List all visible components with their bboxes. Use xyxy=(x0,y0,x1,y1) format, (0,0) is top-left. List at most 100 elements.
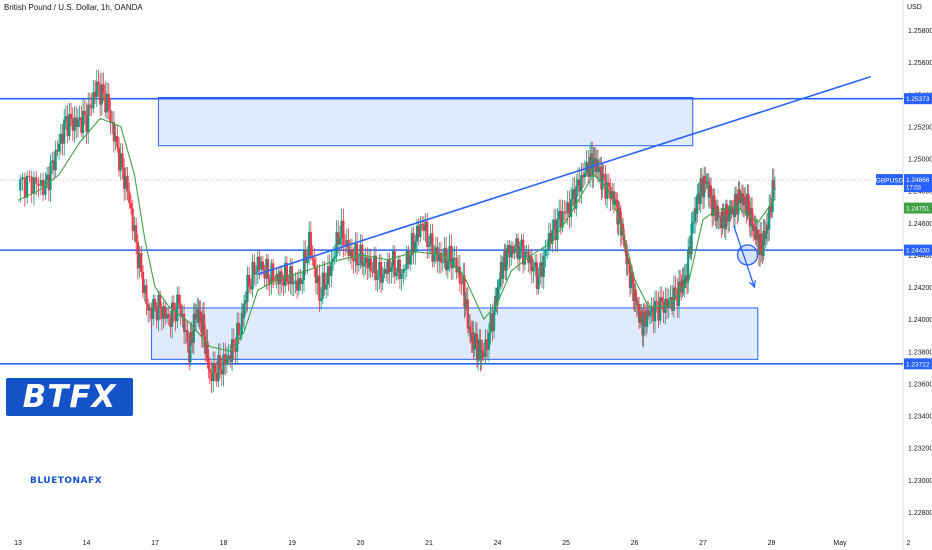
candle-body xyxy=(159,295,162,308)
candle-body xyxy=(753,226,756,231)
candle-body xyxy=(771,180,774,213)
candle-body xyxy=(510,245,513,258)
candle-body xyxy=(664,298,667,313)
candle-body xyxy=(46,174,49,180)
candle-body xyxy=(502,263,505,280)
candle-body xyxy=(695,207,698,214)
candle-body xyxy=(590,153,593,157)
candle-body xyxy=(383,268,386,275)
y-tick-label: 1.23800 xyxy=(908,349,932,356)
candle-body xyxy=(618,207,621,212)
candle-body xyxy=(744,196,747,203)
candle-body xyxy=(497,286,500,288)
candle-body xyxy=(114,136,117,142)
x-tick-label: 27 xyxy=(699,540,707,547)
candle-body xyxy=(313,259,316,268)
candle-body xyxy=(463,274,466,307)
candle-body xyxy=(407,250,410,265)
candle-body xyxy=(711,196,714,216)
candle-body xyxy=(422,224,425,231)
candle-body xyxy=(68,113,71,137)
candle-body xyxy=(484,339,487,358)
candle-body xyxy=(639,311,642,323)
candle-body xyxy=(402,269,405,273)
candle-body xyxy=(690,223,693,255)
candle-body xyxy=(49,162,52,191)
candle-body xyxy=(612,191,616,205)
btfx-logo: BTFX xyxy=(6,378,133,416)
candle-body xyxy=(364,257,367,264)
x-tick-label: 28 xyxy=(768,540,776,547)
candle-body xyxy=(141,271,145,293)
candle-body xyxy=(709,185,713,197)
candle-body xyxy=(388,259,391,272)
candle-body xyxy=(266,259,270,279)
candle-body xyxy=(393,250,396,277)
candle-body xyxy=(374,255,378,280)
candle-body xyxy=(433,254,436,262)
candle-body xyxy=(227,355,230,359)
candle-body xyxy=(601,173,604,190)
candle-body xyxy=(760,233,763,252)
candle-body xyxy=(462,274,465,284)
candle-body xyxy=(350,250,354,259)
x-tick-label: 21 xyxy=(425,540,433,547)
candle-body xyxy=(278,271,282,285)
candle-body xyxy=(409,255,412,265)
candle-body xyxy=(241,312,245,318)
candle-body xyxy=(662,301,665,313)
candle-body xyxy=(660,297,663,302)
candle-body xyxy=(755,229,758,241)
candle-body xyxy=(254,272,258,275)
candle-body xyxy=(417,225,420,238)
candle-body xyxy=(451,258,455,269)
candle-body xyxy=(652,307,655,322)
candle-body xyxy=(611,191,614,199)
candle-body xyxy=(496,287,499,306)
candle-body xyxy=(265,259,268,279)
candle-body xyxy=(455,257,458,273)
candle-body xyxy=(28,175,31,177)
candle-body xyxy=(369,258,372,272)
candle-body xyxy=(732,206,735,217)
candle-body xyxy=(76,119,80,127)
candle-body xyxy=(95,81,98,98)
candle-body xyxy=(552,219,556,230)
candle-body xyxy=(261,261,264,271)
candle-body xyxy=(299,278,302,285)
candle-body xyxy=(585,162,588,173)
candle-body xyxy=(80,117,83,133)
candle-body xyxy=(143,285,146,293)
candle-body xyxy=(677,281,681,307)
y-tick-label: 1.24800 xyxy=(908,189,932,196)
candle-body xyxy=(19,179,22,191)
candle-body xyxy=(160,307,163,319)
candle-body xyxy=(467,326,471,329)
candle-body xyxy=(398,259,401,279)
highlight-circle xyxy=(736,244,759,266)
candle-body xyxy=(248,274,251,287)
candle-body xyxy=(625,244,628,265)
candle-body xyxy=(92,92,95,109)
candle-body xyxy=(345,240,348,247)
down-arrow-head xyxy=(749,280,756,289)
candle-body xyxy=(75,117,78,127)
candle-body xyxy=(354,243,357,262)
candle-body xyxy=(681,279,684,293)
candle-body xyxy=(757,240,761,255)
candle-body xyxy=(304,250,307,264)
candle-body xyxy=(193,313,197,320)
candle-body xyxy=(634,289,637,300)
candle-body xyxy=(448,245,451,262)
candle-body xyxy=(627,257,630,262)
candle-body xyxy=(737,189,740,215)
candle-body xyxy=(297,278,300,291)
candle-body xyxy=(503,249,506,264)
candle-body xyxy=(202,314,206,337)
candle-body xyxy=(554,219,557,240)
candle-body xyxy=(615,199,618,201)
candle-body xyxy=(123,167,126,189)
candle-body xyxy=(258,256,261,270)
candle-body xyxy=(729,205,732,215)
